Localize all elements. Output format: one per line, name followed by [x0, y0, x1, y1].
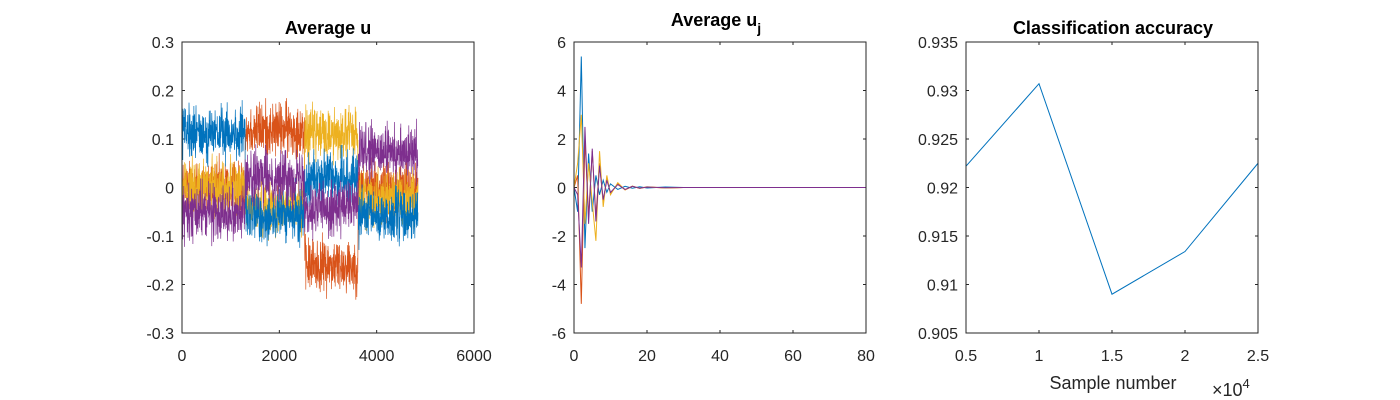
axes-frame — [573, 41, 867, 334]
plot-area: -0.3 -0.2 -0.1 0 0.1 0.2 0.3 0 2000 4000 6000 — [146, 35, 491, 365]
x-axis-exponent-power: 4 — [1243, 376, 1250, 391]
y-tick-label: -0.1 — [146, 229, 174, 246]
x-tick-label: 60 — [784, 348, 802, 365]
y-tick-label: -6 — [552, 326, 566, 343]
x-tick-label: 1.5 — [1101, 348, 1123, 365]
x-tick-label: 2000 — [262, 348, 298, 365]
y-tick-label: 0.935 — [918, 35, 958, 52]
y-tick-label: 2 — [557, 132, 566, 149]
chart-title: Classification accuracy — [1013, 18, 1213, 38]
series-line — [573, 138, 866, 304]
chart-title-main: Average u — [671, 10, 757, 30]
x-tick-label: 0 — [570, 348, 579, 365]
chart-title-subscript: j — [756, 20, 761, 36]
panel-average-u: Average u -0.3 -0.2 -0.1 0 0.1 0.2 0.3 0 2000 400… — [146, 18, 491, 365]
plot-area: 0.905 0.91 0.915 0.92 0.925 0.93 0.935 0.5 1 1.5 2… — [918, 35, 1269, 365]
x-axis-exponent-base: ×10 — [1212, 380, 1243, 400]
axes-frame — [965, 41, 1259, 334]
y-tick-label: 0.1 — [152, 132, 174, 149]
series-line — [573, 114, 866, 241]
series-line — [573, 56, 866, 249]
series-line — [181, 118, 419, 247]
series-line — [965, 82, 1259, 295]
y-tick-label: 6 — [557, 35, 566, 52]
x-tick-label: 80 — [857, 348, 875, 365]
chart-title: Average uj — [671, 10, 761, 36]
y-tick-label: 0.91 — [927, 278, 958, 295]
x-tick-label: 4000 — [359, 348, 395, 365]
y-tick-label: 0 — [165, 181, 174, 198]
y-tick-label: -2 — [552, 229, 566, 246]
y-tick-label: 0.3 — [152, 35, 174, 52]
chart-title: Average u — [285, 18, 371, 38]
x-tick-label: 0.5 — [955, 348, 977, 365]
y-tick-label: -4 — [552, 278, 566, 295]
panel-classification-accuracy: Classification accuracy 0.9050.910.9150.… — [918, 18, 1269, 400]
y-tick-label: 0 — [557, 181, 566, 198]
y-tick-label: 4 — [557, 84, 566, 101]
y-tick-label: -0.2 — [146, 278, 174, 295]
y-tick-label: 0.925 — [918, 132, 958, 149]
y-tick-label: 0.92 — [927, 181, 958, 198]
x-tick-label: 40 — [711, 348, 729, 365]
x-tick-label: 1 — [1035, 348, 1044, 365]
axes-frame — [181, 41, 475, 334]
y-tick-label: 0.905 — [918, 326, 958, 343]
x-tick-label: 0 — [178, 348, 187, 365]
x-tick-label: 6000 — [456, 348, 492, 365]
y-tick-label: 0.915 — [918, 229, 958, 246]
x-tick-label: 2.5 — [1247, 348, 1269, 365]
series-line — [181, 100, 419, 250]
y-tick-label: 0.93 — [927, 84, 958, 101]
x-axis-exponent: ×104 — [1212, 376, 1250, 400]
x-axis-label: Sample number — [1049, 373, 1176, 393]
y-tick-label: -0.3 — [146, 326, 174, 343]
x-tick-label: 20 — [638, 348, 656, 365]
x-tick-label: 2 — [1181, 348, 1190, 365]
y-tick-label: 0.2 — [152, 84, 174, 101]
series-line — [573, 126, 866, 268]
